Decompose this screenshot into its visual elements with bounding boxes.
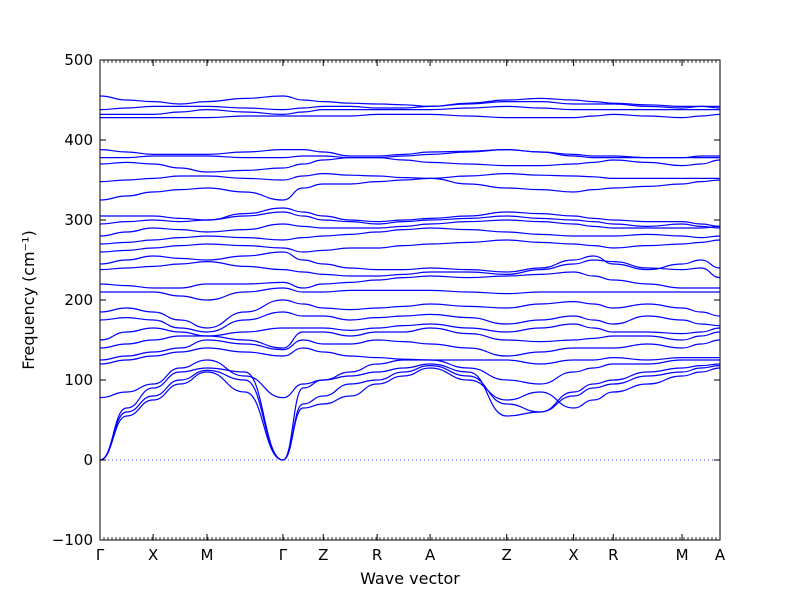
band-line-15 xyxy=(99,239,721,253)
band-line-28 xyxy=(99,95,721,109)
y-tick-label: −100 xyxy=(52,531,93,549)
y-tick-labels: −100 0 100 200 300 400 500 xyxy=(52,51,93,549)
band-line-5 xyxy=(99,347,720,365)
band-line-18 xyxy=(99,211,721,229)
x-tick-label: A xyxy=(425,546,436,564)
x-tick-label: A xyxy=(715,546,726,564)
y-tick-label: 400 xyxy=(64,131,93,149)
band-line-6 xyxy=(99,339,721,361)
band-line-25 xyxy=(100,113,721,119)
x-axis-title: Wave vector xyxy=(360,569,460,588)
y-tick-label: 300 xyxy=(64,211,93,229)
x-tick-label: M xyxy=(201,546,214,564)
band-line-1 xyxy=(99,367,721,461)
axis-ticks xyxy=(99,59,721,541)
y-tick-label: 100 xyxy=(64,371,93,389)
band-line-11 xyxy=(100,287,720,301)
band-line-27 xyxy=(99,100,720,111)
band-line-7 xyxy=(99,327,721,349)
band-line-14 xyxy=(99,251,721,273)
band-line-4 xyxy=(99,359,720,399)
band-line-12 xyxy=(99,271,720,289)
x-tick-label: X xyxy=(568,546,578,564)
bands-layer xyxy=(99,95,721,461)
band-line-13 xyxy=(99,259,721,279)
y-tick-label: 200 xyxy=(64,291,93,309)
x-tick-label: Z xyxy=(502,546,512,564)
x-tick-label: R xyxy=(372,546,382,564)
band-line-24 xyxy=(99,148,720,159)
band-line-16 xyxy=(99,227,721,245)
x-tick-label: Γ xyxy=(96,546,105,564)
band-line-26 xyxy=(100,105,720,116)
band-line-2 xyxy=(99,364,721,461)
band-line-21 xyxy=(99,172,720,183)
band-line-10 xyxy=(99,299,721,329)
band-line-23 xyxy=(100,148,720,159)
y-tick-label: 500 xyxy=(64,51,93,69)
band-line-8 xyxy=(99,323,721,341)
band-line-20 xyxy=(99,177,721,201)
x-tick-label: R xyxy=(608,546,618,564)
plot-frame xyxy=(99,59,721,541)
x-tick-label: Z xyxy=(318,546,328,564)
band-line-22 xyxy=(99,156,721,173)
y-axis-title: Frequency (cm⁻¹) xyxy=(19,230,38,369)
band-line-19 xyxy=(99,207,721,227)
y-tick-label: 0 xyxy=(83,451,93,469)
x-tick-label: X xyxy=(148,546,158,564)
band-line-3 xyxy=(99,363,721,461)
band-line-9 xyxy=(99,311,721,333)
x-tick-label: Γ xyxy=(279,546,288,564)
x-tick-label: M xyxy=(676,546,689,564)
band-line-17 xyxy=(99,219,721,237)
